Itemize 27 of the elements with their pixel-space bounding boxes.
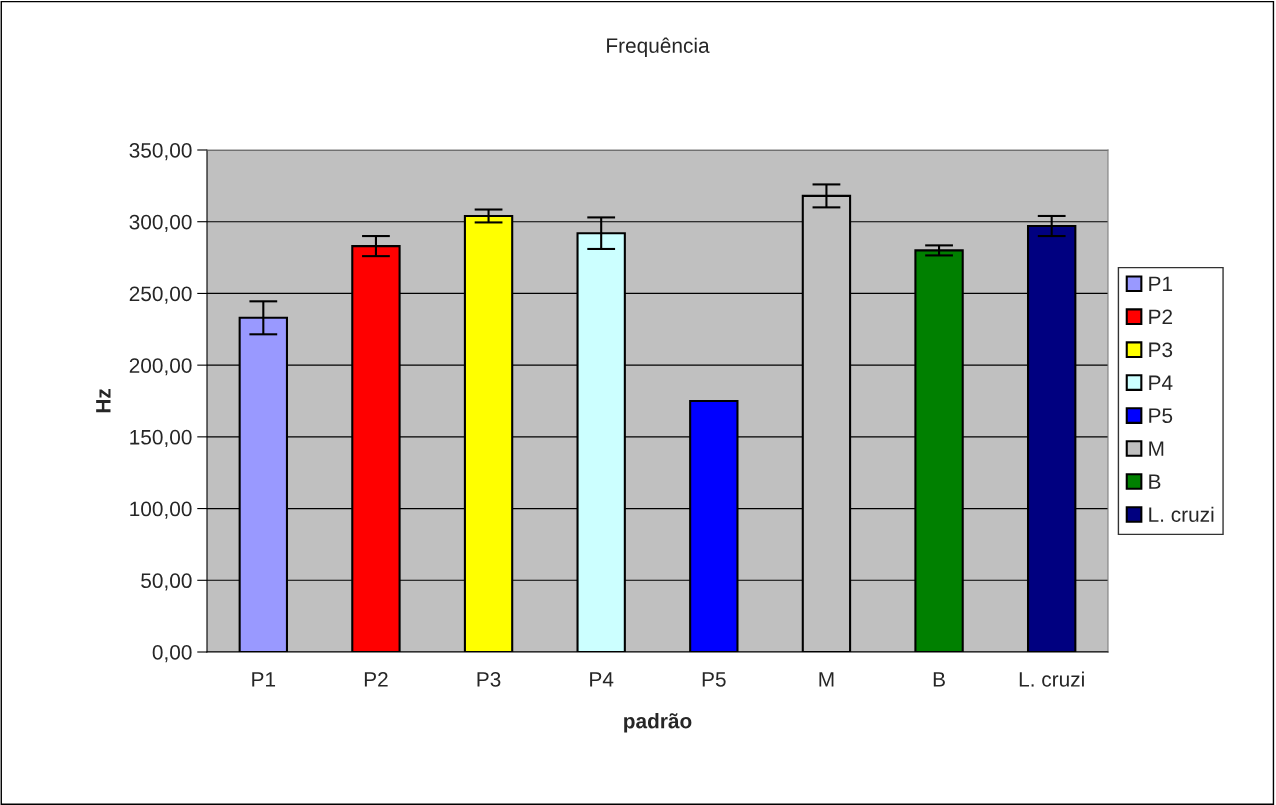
y-axis-title: Hz — [96, 389, 111, 413]
x-axis-title: padrão — [624, 713, 692, 733]
legend-label: M — [1149, 441, 1164, 456]
legend-label: P4 — [1149, 375, 1173, 390]
y-tick-label: 100,00 — [130, 501, 192, 519]
x-tick-label: P5 — [702, 672, 726, 687]
legend-label: P2 — [1149, 309, 1173, 324]
x-tick-label: M — [819, 672, 834, 687]
y-tick-label: 350,00 — [129, 143, 192, 161]
legend-label: B — [1149, 474, 1161, 489]
x-tick-label: B — [933, 672, 945, 687]
x-tick-label: P4 — [590, 672, 614, 687]
x-tick-label: L. cruzi — [1019, 671, 1084, 687]
y-tick-label: 250,00 — [129, 286, 192, 304]
x-tick-label: P2 — [364, 671, 388, 687]
y-tick-label: 50,00 — [141, 573, 192, 591]
legend-label: P3 — [1149, 342, 1173, 358]
legend-label: P5 — [1149, 408, 1173, 424]
y-tick-label: 0,00 — [152, 645, 192, 663]
chart-title: Frequência — [607, 37, 710, 58]
y-tick-label: 150,00 — [130, 429, 192, 448]
y-tick-label: 300,00 — [129, 214, 192, 232]
legend-label: L. cruzi — [1149, 506, 1214, 522]
x-tick-label: P1 — [252, 672, 276, 687]
x-tick-label: P3 — [477, 671, 501, 687]
y-tick-label: 200,00 — [129, 358, 192, 376]
legend-label: P1 — [1149, 276, 1173, 292]
